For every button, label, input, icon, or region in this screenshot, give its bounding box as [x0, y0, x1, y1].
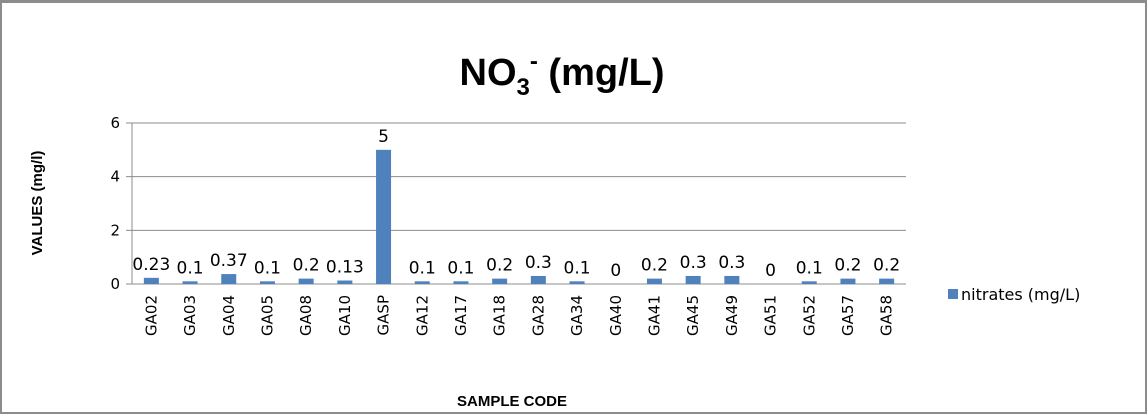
data-label: 0.2: [293, 256, 320, 276]
y-tick-label: 6: [110, 114, 120, 132]
data-label: 0.3: [680, 253, 707, 273]
bar: [453, 281, 469, 284]
category-label: GA45: [684, 295, 702, 336]
data-label: 0.1: [447, 258, 474, 278]
category-label: GA41: [645, 295, 663, 336]
bar: [221, 274, 237, 284]
bar: [879, 278, 895, 284]
bar: [143, 277, 159, 284]
data-label: 0.1: [409, 258, 436, 278]
chart-title-rest: (mg/L): [538, 52, 665, 94]
data-label: 0.2: [873, 256, 900, 276]
data-label: 0.2: [486, 256, 513, 276]
category-labels: GA02 GA03 GA04 GA05 GA08 GA10 GASP GA12 GA17 GA18…: [142, 295, 895, 336]
chart-title: NO3- (mg/L): [460, 48, 665, 101]
data-label: 0.37: [210, 251, 248, 271]
data-label: 0: [610, 261, 621, 281]
bar: [492, 278, 508, 284]
category-label: GA03: [181, 295, 199, 336]
bar: [724, 275, 740, 284]
data-label: 0.1: [796, 258, 823, 278]
gridlines: [126, 122, 906, 285]
category-label: GA34: [568, 295, 586, 336]
data-label: 0.1: [177, 258, 204, 278]
chart-title-superscript: -: [530, 48, 538, 75]
bar: [182, 281, 198, 284]
bar: [646, 278, 662, 284]
category-label: GASP: [375, 295, 393, 335]
chart-title-main: NO: [460, 52, 517, 94]
category-label: GA58: [878, 295, 896, 336]
legend: nitrates (mg/L): [948, 285, 1080, 304]
bar: [685, 275, 701, 284]
bar: [569, 281, 585, 284]
category-label: GA40: [607, 295, 625, 336]
bar: [801, 281, 817, 284]
category-label: GA02: [142, 295, 160, 336]
category-label: GA17: [452, 295, 470, 336]
category-label: GA28: [529, 295, 547, 336]
bar: [337, 280, 353, 284]
data-label: 0.13: [326, 258, 364, 278]
category-label: GA52: [800, 295, 818, 336]
category-label: GA49: [723, 295, 741, 336]
category-label: GA08: [297, 295, 315, 336]
bar: [298, 278, 314, 284]
data-label: 0.3: [718, 253, 745, 273]
chart-title-subscript: 3: [517, 74, 530, 101]
category-label: GA10: [336, 295, 354, 336]
bar: [414, 281, 430, 284]
legend-label: nitrates (mg/L): [961, 285, 1080, 304]
data-label: 0.1: [564, 258, 591, 278]
bar: [530, 275, 546, 284]
bar: [259, 281, 275, 284]
data-label: 0.23: [132, 255, 170, 275]
data-label: 0.3: [525, 253, 552, 273]
y-tick-label: 4: [110, 168, 120, 186]
data-label: 0.2: [641, 256, 668, 276]
bars: [143, 149, 895, 284]
data-label: 0: [765, 261, 776, 281]
data-label: 0.2: [834, 256, 861, 276]
data-label: 5: [378, 127, 389, 147]
y-tick-label: 2: [110, 221, 120, 239]
category-label: GA12: [413, 295, 431, 336]
y-tick-labels: 0 2 4 6: [110, 114, 120, 293]
bar: [376, 149, 392, 284]
category-label: GA51: [762, 295, 780, 336]
data-labels: 0.23 0.1 0.37 0.1 0.2 0.13 5 0.1 0.1 0.2 0.3 0.1 0 0.…: [132, 127, 900, 281]
x-axis-title: SAMPLE CODE: [457, 393, 567, 410]
legend-swatch: [948, 289, 958, 299]
category-label: GA18: [491, 295, 509, 336]
category-label: GA04: [220, 295, 238, 336]
y-axis-title: VALUES (mg/l): [29, 151, 46, 256]
y-tick-label: 0: [110, 275, 120, 293]
category-label: GA05: [258, 295, 276, 336]
data-label: 0.1: [254, 258, 281, 278]
category-label: GA57: [839, 295, 857, 336]
bar: [840, 278, 856, 284]
